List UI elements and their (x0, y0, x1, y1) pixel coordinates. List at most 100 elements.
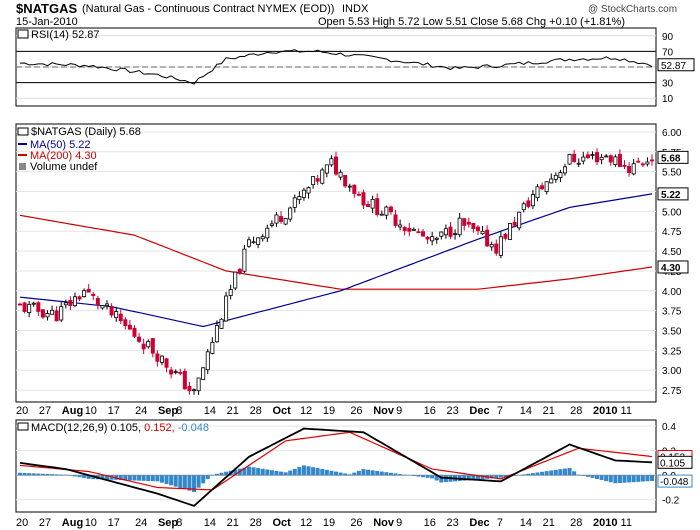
macd-histogram-bar (425, 475, 430, 478)
macd-histogram-bar (379, 471, 384, 476)
x-axis-label: 23 (446, 405, 458, 417)
candle-body (315, 178, 320, 182)
ma200-last-label: 4.30 (661, 263, 681, 274)
macd-x-axis-label: 14 (204, 517, 216, 529)
x-axis-label: 12 (300, 405, 312, 417)
candle-body (324, 164, 329, 174)
macd-x-axis-label: 19 (323, 517, 335, 529)
macd-histogram-bar (498, 475, 503, 478)
candle-body (242, 248, 247, 272)
macd-histogram-bar (480, 475, 485, 480)
candle-body (375, 198, 380, 215)
ma200-legend-label: MA(200) 4.30 (30, 150, 97, 162)
macd-histogram-bar (375, 470, 380, 476)
rsi-legend-swatch (17, 29, 29, 39)
macd-histogram-bar (384, 472, 389, 476)
candle-body (343, 174, 348, 187)
candle-body (595, 152, 600, 163)
macd-histogram-bar (503, 475, 508, 478)
candle-body (40, 309, 45, 318)
candle-body (22, 302, 27, 312)
candle-body (576, 162, 581, 165)
macd-histogram-bar (466, 475, 471, 481)
candle-body (288, 207, 293, 220)
candle-body (164, 358, 169, 368)
macd-histogram-bar (434, 475, 439, 481)
candle-body (233, 271, 238, 289)
candle-body (311, 176, 316, 186)
macd-histogram-bar (274, 470, 279, 476)
ma50-last-label: 5.22 (661, 190, 681, 201)
candle-body (228, 289, 233, 296)
candle-body (425, 236, 430, 240)
candle-body (68, 300, 73, 306)
macd-histogram-bar (123, 475, 128, 481)
x-axis-label: 26 (350, 405, 362, 417)
macd-x-axis-label: Aug (62, 517, 83, 529)
macd-x-axis-label: 17 (108, 517, 120, 529)
macd-histogram-bar (132, 475, 137, 481)
candle-body (109, 306, 114, 316)
candle-body (535, 186, 540, 198)
candle-body (521, 203, 526, 211)
price-last-label: 5.68 (661, 153, 681, 164)
macd-x-axis-label: 21 (227, 517, 239, 529)
candle-body (269, 223, 274, 226)
macd-histogram-bar (494, 475, 499, 479)
macd-histogram-bar (205, 475, 210, 480)
macd-x-axis-label: Dec (469, 517, 489, 529)
candle-body (72, 296, 77, 307)
candle-body (453, 233, 458, 235)
macd-histogram-bar (475, 475, 480, 480)
ma50-legend-label: MA(50) 5.22 (30, 139, 91, 151)
macd-histogram-bar (137, 475, 142, 481)
macd-x-axis-label: 9 (396, 517, 402, 529)
candle-body (443, 228, 448, 236)
macd-histogram-bar (636, 475, 641, 482)
candle-body (150, 338, 155, 354)
x-axis-label: 19 (323, 405, 335, 417)
macd-histogram-bar (599, 475, 604, 481)
macd-histogram-bar (398, 474, 403, 476)
macd-histogram-bar (173, 475, 178, 487)
macd-histogram-bar (159, 475, 164, 483)
macd-histogram-bar (315, 468, 320, 476)
macd-histogram-bar (301, 465, 306, 476)
macd-signal-line (19, 431, 653, 491)
macd-histogram-bar (645, 475, 650, 482)
candle-body (214, 325, 219, 343)
candle-body (411, 229, 416, 231)
candle-body (489, 244, 494, 248)
macd-histogram-bar (242, 467, 247, 476)
macd-x-axis-label: 24 (135, 517, 147, 529)
macd-x-axis-label: 8 (176, 517, 182, 529)
macd-histogram-bar (59, 474, 64, 476)
candle-body (31, 302, 36, 305)
macd-histogram-bar (233, 469, 238, 476)
x-axis-label: 27 (39, 405, 51, 417)
macd-histogram-bar (608, 475, 613, 483)
macd-last-label: 0.105 (660, 458, 685, 469)
candle-body (182, 370, 187, 390)
macd-histogram-bar (224, 471, 229, 476)
candle-body (608, 155, 613, 163)
price-last-label-box (657, 150, 689, 164)
candle-body (503, 233, 508, 239)
macd-histogram-bar (22, 472, 27, 476)
x-axis-label: Aug (62, 405, 83, 417)
candle-body (650, 159, 655, 162)
macd-histogram-bar (31, 473, 36, 476)
candle-body (127, 324, 132, 330)
macd-histogram-bar (393, 473, 398, 476)
macd-histogram-bar (118, 475, 123, 481)
macd-histogram-bar (256, 468, 261, 476)
macd-legend-swatch (17, 422, 29, 431)
candle-body (508, 223, 513, 240)
candle-body (434, 237, 439, 240)
x-axis-label: 8 (176, 405, 182, 417)
macd-histogram-bar (297, 467, 302, 476)
macd-x-axis-label: 28 (570, 517, 582, 529)
volume-legend-label: Volume undef (30, 161, 98, 173)
candle-body (54, 310, 59, 322)
